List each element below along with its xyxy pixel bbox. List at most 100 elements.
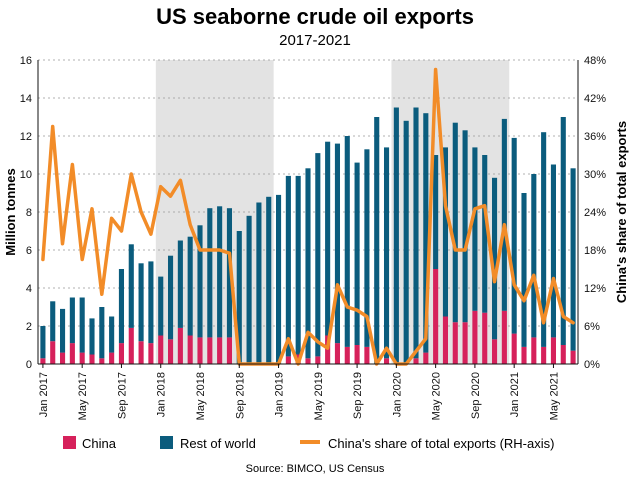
legend-swatch-rest-of-world: [160, 436, 173, 449]
bar-china: [285, 356, 291, 364]
bar-rest-of-world: [334, 143, 341, 344]
bar-rest-of-world: [138, 263, 144, 342]
bar-rest-of-world: [570, 168, 576, 351]
bar-china: [482, 312, 488, 364]
x-tick-label: Jan 2018: [156, 372, 168, 417]
bar-china: [491, 339, 498, 364]
bar-china: [207, 337, 213, 364]
bar-rest-of-world: [354, 162, 360, 345]
bar-china: [383, 358, 390, 364]
bar-china: [541, 346, 547, 364]
bar-rest-of-world: [305, 168, 311, 359]
bar-rest-of-world: [364, 149, 370, 347]
bar-china: [197, 337, 203, 364]
y2-tick-label: 0%: [584, 359, 600, 371]
bar-china: [433, 269, 439, 364]
legend-label-rest-of-world: Rest of world: [180, 436, 256, 451]
bar-rest-of-world: [167, 255, 174, 340]
y2-tick-label: 6%: [584, 321, 600, 333]
y-tick-label: 2: [26, 321, 32, 333]
bar-rest-of-world: [413, 107, 419, 359]
bar-china: [118, 343, 125, 364]
bar-rest-of-world: [383, 147, 390, 359]
y-tick-label: 10: [20, 169, 32, 181]
bar-china: [158, 335, 164, 364]
bar-rest-of-world: [472, 147, 478, 311]
bar-china: [315, 356, 321, 364]
bar-china: [148, 343, 154, 364]
bar-china: [423, 352, 429, 364]
bar-rest-of-world: [148, 261, 154, 344]
y-tick-label: 16: [20, 55, 32, 67]
bar-china: [462, 322, 468, 364]
share-line-path: [41, 67, 575, 366]
bar-china: [305, 358, 311, 364]
bar-rest-of-world: [226, 208, 233, 338]
legend-label-share: China's share of total exports (RH-axis): [328, 436, 554, 451]
bar-china: [452, 322, 458, 364]
bar-rest-of-world: [325, 141, 331, 336]
bar-china: [560, 345, 566, 364]
x-tick-label: Jan 2021: [509, 372, 521, 417]
bar-rest-of-world: [433, 155, 439, 269]
y2-tick-label: 36%: [584, 131, 606, 143]
bar-china: [69, 343, 75, 364]
bar-rest-of-world: [550, 164, 557, 338]
y-tick-label: 12: [20, 131, 32, 143]
x-tick-label: May 2021: [548, 372, 560, 420]
bar-rest-of-world: [560, 117, 566, 345]
bar-china: [511, 333, 517, 364]
bar-china: [138, 341, 144, 364]
bar-china: [40, 358, 46, 364]
x-tick-label: May 2019: [313, 372, 325, 420]
legend-swatch-china: [63, 436, 76, 449]
x-tick-label: May 2017: [77, 372, 89, 420]
bar-china: [187, 335, 193, 364]
y2-axis-label: China's share of total exports: [614, 121, 629, 303]
bar-china: [99, 358, 105, 364]
bar-china: [226, 337, 233, 364]
bar-rest-of-world: [285, 175, 291, 357]
y-tick-label: 8: [26, 207, 32, 219]
x-tick-label: Sep 2020: [470, 372, 482, 419]
bar-china: [109, 352, 115, 364]
bar-rest-of-world: [246, 215, 252, 364]
bar-rest-of-world: [511, 137, 517, 334]
legend-label-china: China: [82, 436, 117, 451]
bar-rest-of-world: [40, 326, 46, 359]
x-tick-label: Jan 2017: [38, 372, 50, 417]
bar-rest-of-world: [442, 147, 449, 317]
bar-rest-of-world: [452, 122, 458, 323]
bar-china: [531, 337, 537, 364]
bar-rest-of-world: [158, 276, 164, 336]
bar-china: [89, 354, 95, 364]
y-tick-label: 4: [26, 283, 32, 295]
bar-china: [177, 327, 183, 364]
bar-china: [217, 337, 223, 364]
bar-china: [442, 316, 449, 364]
bar-rest-of-world: [531, 174, 537, 338]
x-tick-label: Sep 2018: [234, 372, 246, 419]
bar-china: [570, 350, 576, 364]
legend: China Rest of world China's share of tot…: [63, 436, 554, 451]
bar-china: [344, 346, 350, 364]
bar-rest-of-world: [217, 206, 223, 338]
x-tick-label: Sep 2019: [352, 372, 364, 419]
bar-china: [79, 352, 85, 364]
bar-china: [334, 343, 341, 364]
bar-rest-of-world: [69, 297, 75, 344]
bar-china: [472, 310, 478, 364]
bar-rest-of-world: [197, 225, 203, 338]
y2-tick-label: 42%: [584, 93, 606, 105]
chart-title: US seaborne crude oil exports: [156, 4, 474, 29]
bar-rest-of-world: [374, 117, 380, 364]
share-line: [41, 67, 575, 366]
y-tick-label: 14: [20, 93, 32, 105]
bar-rest-of-world: [501, 118, 507, 311]
y2-tick-label: 18%: [584, 245, 606, 257]
bar-china: [501, 310, 507, 364]
x-tick-label: May 2020: [431, 372, 443, 420]
bar-rest-of-world: [266, 196, 272, 364]
bar-rest-of-world: [521, 193, 527, 347]
y-tick-label: 0: [26, 359, 32, 371]
